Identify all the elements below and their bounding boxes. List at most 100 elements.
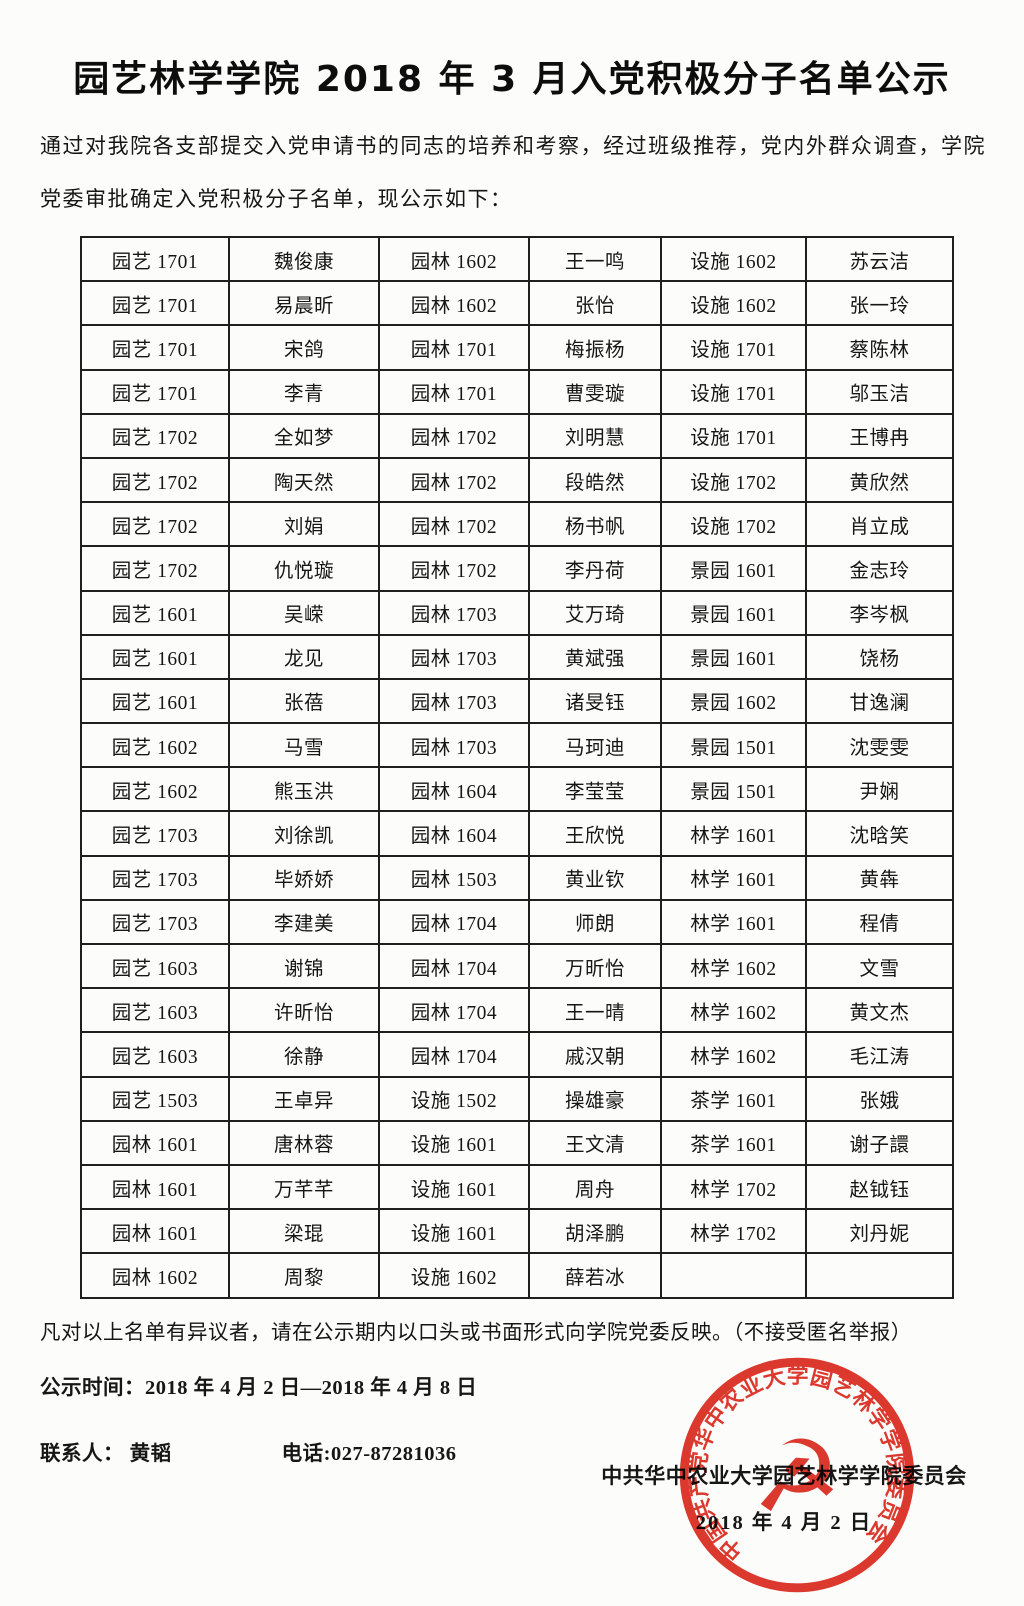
table-cell: 景园 1501 bbox=[660, 766, 807, 813]
contact-phone: 电话:027-87281036 bbox=[281, 1442, 457, 1465]
table-cell: 苏云洁 bbox=[805, 235, 954, 283]
table-row: 园艺 1702 陶天然 园林 1702 段皓然 设施 1702 黄欣然 bbox=[80, 456, 954, 504]
roster-table-body: 园艺 1701 魏俊康 园林 1602 王一鸣 设施 1602 苏云洁 园艺 1701 易晨昕… bbox=[80, 235, 954, 1299]
table-cell: 园林 1604 bbox=[378, 766, 530, 813]
table-cell: 龙见 bbox=[228, 633, 380, 680]
table-cell: 林学 1601 bbox=[660, 810, 807, 857]
table-cell: 沈晗笑 bbox=[805, 810, 954, 857]
table-cell: 园林 1704 bbox=[378, 987, 530, 1034]
table-cell: 园林 1703 bbox=[378, 677, 530, 725]
table-cell: 园林 1702 bbox=[378, 501, 530, 548]
table-row: 园艺 1601 张蓓 园林 1703 诸旻钰 景园 1602 甘逸澜 bbox=[80, 677, 954, 725]
table-cell: 邬玉洁 bbox=[805, 368, 954, 415]
table-row: 园艺 1701 李青 园林 1701 曹雯璇 设施 1701 邬玉洁 bbox=[80, 368, 954, 415]
table-cell: 园艺 1702 bbox=[80, 456, 230, 504]
table-cell: 仇悦璇 bbox=[228, 545, 380, 592]
table-cell: 景园 1602 bbox=[660, 677, 807, 725]
table-row: 园林 1601 万芊芊 设施 1601 周舟 林学 1702 赵钺钰 bbox=[80, 1163, 954, 1211]
table-cell: 尹娴 bbox=[805, 766, 954, 813]
table-row: 园林 1602 周黎 设施 1602 薛若冰 bbox=[80, 1252, 954, 1299]
table-cell: 肖立成 bbox=[805, 501, 954, 548]
table-row: 园艺 1601 吴嵘 园林 1703 艾万琦 景园 1601 李岑枫 bbox=[80, 589, 954, 636]
table-cell: 徐静 bbox=[228, 1031, 380, 1078]
page-title: 园艺林学学院 2018 年 3 月入党积极分子名单公示 bbox=[73, 59, 951, 100]
table-cell: 设施 1601 bbox=[378, 1208, 530, 1255]
table-cell: 金志玲 bbox=[805, 545, 954, 592]
objection-note: 凡对以上名单有异议者，请在公示期内以口头或书面形式向学院党委反映。（不接受匿名举… bbox=[40, 1321, 912, 1344]
table-cell: 许昕怡 bbox=[228, 987, 380, 1034]
table-cell: 黄业钦 bbox=[528, 854, 662, 901]
publicity-period: 公示时间：2018 年 4 月 2 日—2018 年 4 月 8 日 bbox=[40, 1376, 478, 1399]
table-cell: 万芊芊 bbox=[228, 1163, 380, 1211]
table-cell: 园艺 1703 bbox=[80, 898, 230, 946]
table-row: 园艺 1603 谢锦 园林 1704 万昕怡 林学 1602 文雪 bbox=[80, 942, 954, 990]
table-cell: 马珂迪 bbox=[528, 722, 662, 769]
table-row: 园艺 1702 仇悦璇 园林 1702 李丹荷 景园 1601 金志玲 bbox=[80, 545, 954, 592]
table-row: 园艺 1703 刘徐凯 园林 1604 王欣悦 林学 1601 沈晗笑 bbox=[80, 810, 954, 857]
table-cell: 李岑枫 bbox=[805, 589, 954, 636]
table-cell: 园林 1601 bbox=[80, 1119, 230, 1166]
table-cell: 毕娇娇 bbox=[228, 854, 380, 901]
table-cell: 熊玉洪 bbox=[228, 766, 380, 813]
table-cell: 杨书帆 bbox=[528, 501, 662, 548]
table-row: 园艺 1601 龙见 园林 1703 黄斌强 景园 1601 饶杨 bbox=[80, 633, 954, 680]
table-cell: 诸旻钰 bbox=[528, 677, 662, 725]
table-cell: 设施 1502 bbox=[378, 1075, 530, 1122]
table-cell: 梁琨 bbox=[228, 1208, 380, 1255]
table-cell: 设施 1602 bbox=[378, 1252, 530, 1299]
table-cell: 李青 bbox=[228, 368, 380, 415]
table-cell: 园艺 1702 bbox=[80, 412, 230, 459]
table-cell: 刘娟 bbox=[228, 501, 380, 548]
table-cell: 茶学 1601 bbox=[660, 1119, 807, 1166]
table-cell: 李丹荷 bbox=[528, 545, 662, 592]
table-cell: 园林 1704 bbox=[378, 942, 530, 990]
table-cell: 文雪 bbox=[805, 942, 954, 990]
table-cell: 园艺 1601 bbox=[80, 677, 230, 725]
table-cell: 设施 1601 bbox=[378, 1163, 530, 1211]
table-cell: 园林 1601 bbox=[80, 1163, 230, 1211]
table-cell: 唐林蓉 bbox=[228, 1119, 380, 1166]
table-row: 园艺 1603 徐静 园林 1704 戚汉朝 林学 1602 毛江涛 bbox=[80, 1031, 954, 1078]
table-cell: 园林 1602 bbox=[378, 235, 530, 283]
table-cell: 赵钺钰 bbox=[805, 1163, 954, 1211]
table-cell: 园林 1602 bbox=[80, 1252, 230, 1299]
table-cell: 园林 1703 bbox=[378, 633, 530, 680]
table-cell: 宋鸽 bbox=[228, 324, 380, 371]
table-row: 园艺 1702 全如梦 园林 1702 刘明慧 设施 1701 王博冉 bbox=[80, 412, 954, 459]
table-cell: 设施 1602 bbox=[660, 280, 807, 327]
table-cell: 园艺 1701 bbox=[80, 235, 230, 283]
table-cell: 李建美 bbox=[228, 898, 380, 946]
table-cell: 王一鸣 bbox=[528, 235, 662, 283]
table-cell: 甘逸澜 bbox=[805, 677, 954, 725]
table-cell: 园林 1601 bbox=[80, 1208, 230, 1255]
table-cell: 艾万琦 bbox=[528, 589, 662, 636]
table-cell: 薛若冰 bbox=[528, 1252, 662, 1299]
table-cell: 林学 1602 bbox=[660, 1031, 807, 1078]
table-cell: 林学 1601 bbox=[660, 854, 807, 901]
table-row: 园林 1601 唐林蓉 设施 1601 王文清 茶学 1601 谢子譞 bbox=[80, 1119, 954, 1166]
table-cell: 园林 1703 bbox=[378, 589, 530, 636]
intro-paragraph: 通过对我院各支部提交入党申请书的同志的培养和考察，经过班级推荐，党内外群众调查，… bbox=[40, 134, 986, 211]
table-cell: 全如梦 bbox=[228, 412, 380, 459]
table-cell: 王一晴 bbox=[528, 987, 662, 1034]
table-cell: 景园 1601 bbox=[660, 589, 807, 636]
seal-ring bbox=[679, 1357, 915, 1593]
table-cell: 张蓓 bbox=[228, 677, 380, 725]
contact-row: 联系人： 黄韬 电话:027-87281036 bbox=[40, 1436, 1024, 1466]
table-cell: 马雪 bbox=[228, 722, 380, 769]
table-cell: 王欣悦 bbox=[528, 810, 662, 857]
table-cell: 园艺 1702 bbox=[80, 545, 230, 592]
table-cell: 园艺 1601 bbox=[80, 633, 230, 680]
table-cell: 刘徐凯 bbox=[228, 810, 380, 857]
table-cell: 园林 1503 bbox=[378, 854, 530, 901]
table-row: 园艺 1701 魏俊康 园林 1602 王一鸣 设施 1602 苏云洁 bbox=[80, 235, 954, 283]
table-cell: 程倩 bbox=[805, 898, 954, 946]
issue-date: 2018 年 4 月 2 日 bbox=[695, 1512, 873, 1534]
table-cell: 园艺 1601 bbox=[80, 589, 230, 636]
table-cell: 林学 1702 bbox=[660, 1163, 807, 1211]
table-cell: 蔡陈林 bbox=[805, 324, 954, 371]
table-row: 园艺 1602 马雪 园林 1703 马珂迪 景园 1501 沈雯雯 bbox=[80, 722, 954, 769]
table-cell: 饶杨 bbox=[805, 633, 954, 680]
table-cell: 园艺 1602 bbox=[80, 766, 230, 813]
table-row: 园林 1601 梁琨 设施 1601 胡泽鹏 林学 1702 刘丹妮 bbox=[80, 1208, 954, 1255]
